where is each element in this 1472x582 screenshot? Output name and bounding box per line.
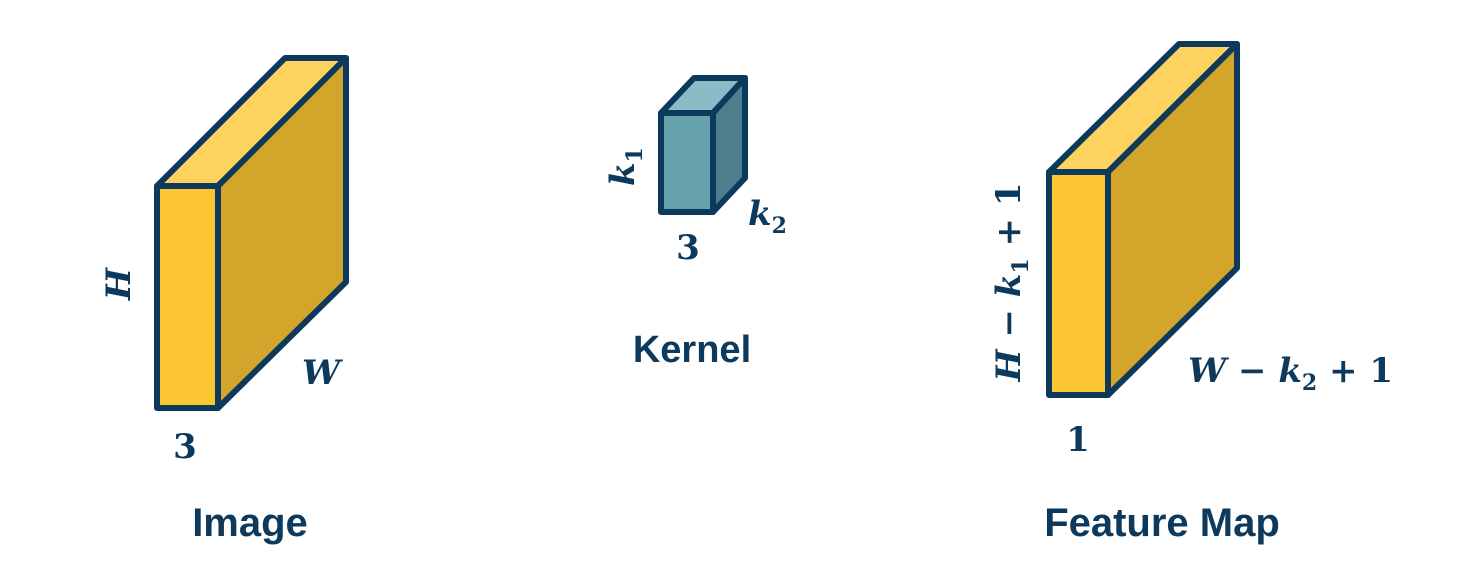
feature-map-height-subscript: 1 <box>1008 258 1034 273</box>
feature-map-block <box>1046 41 1240 398</box>
feature-map-width-expr-b: + 1 <box>1317 351 1393 391</box>
feature-map-height-label: H − k1 + 1 <box>989 183 1034 383</box>
feature-map-height-expr-b: + 1 <box>989 183 1029 259</box>
kernel-width-label: k2 <box>748 194 787 239</box>
feature-map-caption: Feature Map <box>1044 501 1280 545</box>
feature-map-width-subscript: 2 <box>1302 370 1317 396</box>
kernel-caption: Kernel <box>633 329 751 371</box>
image-height-label: H <box>99 266 139 301</box>
kernel-width-symbol: k <box>748 194 772 234</box>
kernel-height-subscript: 1 <box>622 147 648 162</box>
feature-map-height-expr-a: H − k <box>989 274 1029 383</box>
kernel-height-symbol: k <box>603 162 643 186</box>
feature-map-front-face <box>1046 169 1111 398</box>
feature-map-width-label: W − k2 + 1 <box>1188 351 1393 396</box>
image-width-label: W <box>302 353 343 393</box>
image-block-front-face <box>154 183 221 411</box>
image-depth-label: 3 <box>173 427 197 467</box>
image-caption: Image <box>192 501 308 545</box>
kernel-width-subscript: 2 <box>772 213 787 239</box>
kernel-height-label: k1 <box>603 147 648 186</box>
image-block <box>154 55 349 411</box>
kernel-depth-label: 3 <box>676 228 700 268</box>
feature-map-width-expr-a: W − k <box>1188 351 1302 391</box>
kernel-block <box>658 75 748 215</box>
feature-map-depth-label: 1 <box>1066 420 1090 460</box>
kernel-block-front-face <box>658 110 716 215</box>
